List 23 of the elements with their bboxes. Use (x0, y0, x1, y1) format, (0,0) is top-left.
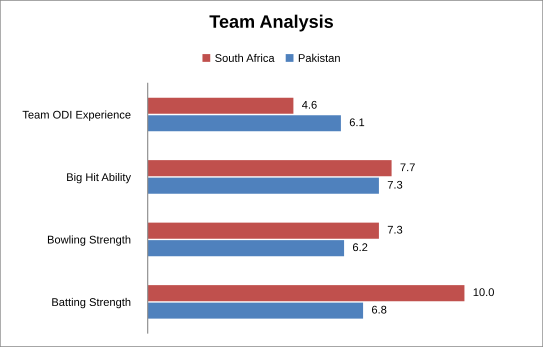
y-tick-label: Batting Strength (52, 298, 130, 308)
bar (148, 285, 464, 302)
legend-label: Pakistan (298, 54, 340, 62)
data-label: 10.0 (474, 288, 494, 296)
bar (148, 115, 341, 132)
data-label: 7.3 (388, 226, 402, 234)
bar (148, 240, 344, 256)
y-tick-label: Bowling Strength (48, 235, 130, 246)
data-label: 7.7 (400, 163, 415, 172)
y-tick-label: Big Hit Ability (67, 172, 132, 184)
y-tick-label: Team ODI Experience (22, 110, 131, 121)
data-label: 4.6 (302, 100, 317, 109)
chart-title: Team Analysis (209, 14, 333, 32)
data-label: 7.3 (388, 180, 402, 189)
legend-label: South Africa (215, 54, 275, 62)
bar (148, 98, 294, 114)
bar (148, 222, 379, 239)
bar (148, 302, 364, 319)
data-label: 6.1 (350, 118, 364, 126)
data-label: 6.8 (372, 306, 386, 314)
data-label: 6.2 (352, 243, 368, 252)
bar (148, 160, 392, 176)
bar (148, 178, 379, 194)
